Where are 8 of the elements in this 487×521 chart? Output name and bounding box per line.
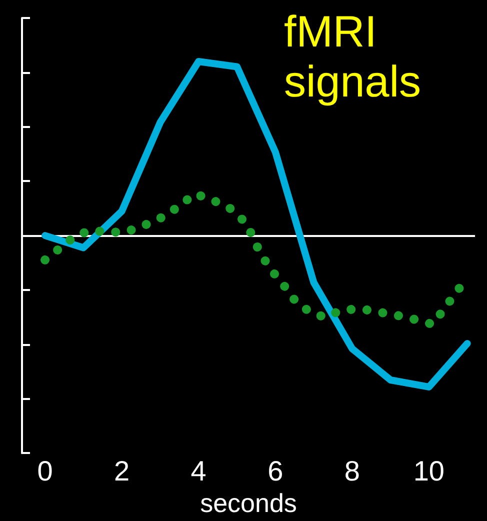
chart-title: fMRI signals — [284, 8, 421, 106]
x-tick-label: 4 — [190, 456, 206, 487]
x-axis-title: seconds — [200, 488, 297, 518]
x-tick-label: 10 — [413, 456, 445, 487]
x-tick-label: 8 — [344, 456, 360, 487]
x-tick-label: 0 — [37, 456, 53, 487]
x-tick-label: 6 — [268, 456, 284, 487]
x-tick-label: 2 — [114, 456, 130, 487]
